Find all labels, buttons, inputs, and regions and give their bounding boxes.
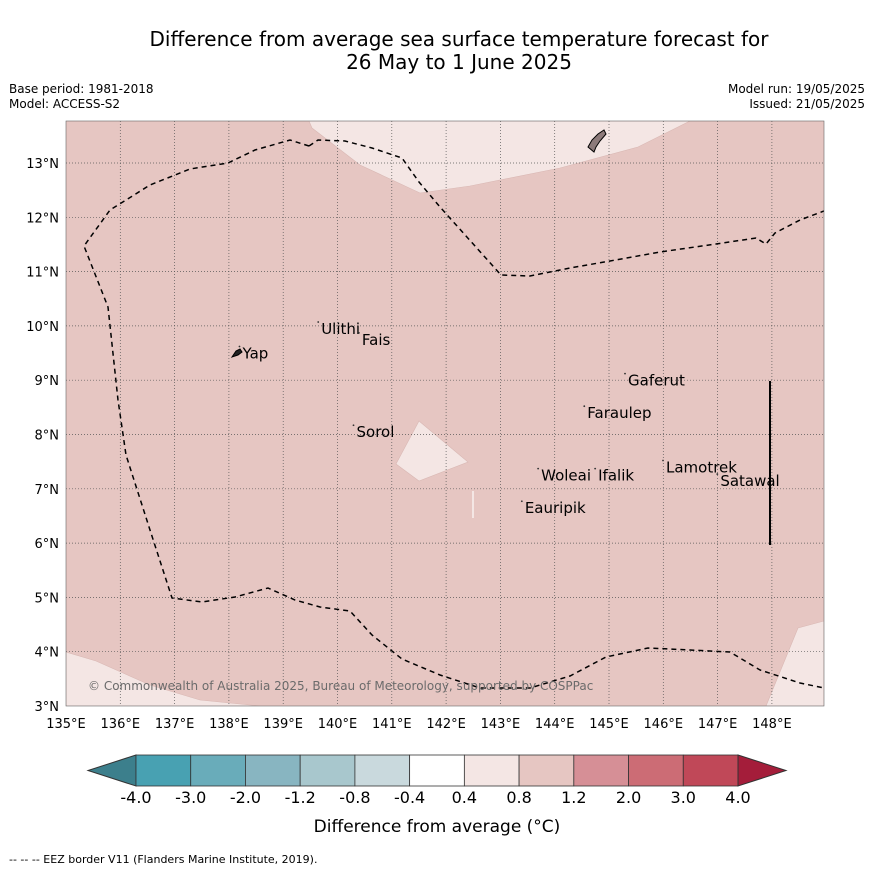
- place-marker: [624, 372, 626, 375]
- eez-footnote: -- -- -- EEZ border V11 (Flanders Marine…: [9, 853, 318, 866]
- lon-tick-label: 146°E: [644, 717, 684, 732]
- lat-tick-label: 6°N: [35, 537, 60, 552]
- place-label: Woleai: [541, 467, 591, 485]
- colorbar-tick-label: -3.0: [175, 788, 206, 807]
- lat-tick-label: 3°N: [35, 700, 60, 715]
- model-name: Model: ACCESS-S2: [9, 97, 121, 111]
- colorbar-tick-label: -0.4: [394, 788, 425, 807]
- lon-tick-label: 145°E: [589, 717, 629, 732]
- lat-tick-label: 7°N: [35, 483, 60, 498]
- anomaly-field-0.8-1.2: [66, 121, 824, 706]
- colorbar-segment: [573, 754, 629, 787]
- colorbar-extend-high: [737, 754, 788, 787]
- lat-tick-label: 10°N: [26, 320, 59, 335]
- colorbar-tick-label: -1.2: [285, 788, 316, 807]
- lon-tick-label: 137°E: [155, 717, 195, 732]
- place-label: Ifalik: [598, 467, 634, 485]
- colorbar-segment: [409, 754, 465, 787]
- place-marker: [317, 321, 320, 323]
- colorbar-extend-low: [86, 754, 137, 787]
- colorbar-label: Difference from average (°C): [314, 817, 561, 837]
- colorbar-tick-label: 4.0: [725, 788, 750, 807]
- meta-left: Base period: 1981-2018 Model: ACCESS-S2: [9, 82, 154, 112]
- anomaly-field-0.4-0.8-patch: [395, 420, 469, 482]
- gridlines: [66, 121, 824, 706]
- colorbar-segment: [463, 754, 520, 787]
- place-marker: [352, 424, 355, 427]
- lat-tick-label: 13°N: [26, 157, 59, 172]
- lon-tick-label: 141°E: [372, 717, 412, 732]
- lon-tick-label: 135°E: [46, 717, 86, 732]
- base-period: Base period: 1981-2018: [9, 82, 154, 96]
- place-label: Lamotrek: [666, 459, 737, 477]
- colorbar-segment: [299, 754, 356, 787]
- place-marker: [238, 345, 241, 348]
- place-marker: [520, 500, 523, 503]
- colorbar-tick-label: -2.0: [230, 788, 261, 807]
- lat-tick-label: 8°N: [35, 429, 60, 444]
- colorbar-tick-label: 0.4: [452, 788, 477, 807]
- place-marker: [662, 459, 664, 462]
- lon-tick-label: 142°E: [426, 717, 466, 732]
- anomaly-field-0.4-0.8-sliver: [472, 491, 474, 518]
- lon-tick-label: 140°E: [318, 717, 358, 732]
- place-label: Sorol: [357, 423, 395, 441]
- copyright-text: © Commonwealth of Australia 2025, Bureau…: [88, 679, 593, 693]
- lon-tick-label: 136°E: [101, 717, 141, 732]
- guam-island: [587, 129, 607, 153]
- lon-tick-label: 143°E: [481, 717, 521, 732]
- yap-island: [230, 348, 243, 358]
- colorbar-segment: [354, 754, 411, 787]
- colorbar: -4.0 -3.0 -2.0 -1.2 -0.8 -0.4 0.4 0.8 1.2 2.0 3.0 4…: [86, 754, 788, 807]
- eez-border-south: [83, 139, 824, 689]
- map-frame: [65, 120, 825, 707]
- lon-tick-label: 144°E: [535, 717, 575, 732]
- map-title: Difference from average sea surface temp…: [0, 28, 873, 74]
- place-label: Fais: [362, 331, 391, 349]
- model-run: Model run: 19/05/2025: [727, 82, 865, 96]
- lat-tick-label: 11°N: [26, 266, 59, 281]
- lat-tick-label: 5°N: [35, 591, 60, 606]
- place-label: Ulithi: [321, 320, 360, 338]
- place-marker: [583, 405, 586, 408]
- colorbar-segment: [682, 754, 739, 787]
- title-line-1: Difference from average sea surface temp…: [149, 27, 769, 51]
- place-marker: [594, 467, 597, 470]
- place-label: Yap: [241, 344, 268, 362]
- issued-date: Issued: 21/05/2025: [749, 97, 865, 111]
- place-marker: [537, 467, 540, 470]
- colorbar-tick-label: 2.0: [616, 788, 641, 807]
- colorbar-tick-label: -4.0: [120, 788, 151, 807]
- lon-tick-label: 138°E: [209, 717, 249, 732]
- title-line-2: 26 May to 1 June 2025: [346, 50, 572, 74]
- axis-tick-labels: 135°E 136°E 137°E 138°E 139°E 140°E 141°E 142°E…: [26, 157, 791, 732]
- colorbar-segment: [245, 754, 301, 787]
- eez-border-north: [308, 139, 824, 277]
- colorbar-segment: [628, 754, 684, 787]
- meta-right: Model run: 19/05/2025 Issued: 21/05/2025: [728, 82, 865, 112]
- place-label: Faraulep: [587, 404, 651, 422]
- place-marker: [358, 332, 360, 334]
- colorbar-segment: [190, 754, 246, 787]
- lat-tick-label: 4°N: [35, 646, 60, 661]
- colorbar-tick-label: 0.8: [506, 788, 531, 807]
- lon-tick-label: 148°E: [752, 717, 792, 732]
- anomaly-field-0.4-0.8-southwest: [66, 651, 261, 706]
- lat-tick-label: 12°N: [26, 211, 59, 226]
- place-label: Satawal: [720, 472, 779, 490]
- lon-tick-label: 147°E: [698, 717, 738, 732]
- place-marker: [716, 473, 719, 475]
- colorbar-tick-label: 3.0: [671, 788, 696, 807]
- colorbar-segment: [135, 754, 192, 787]
- lat-tick-label: 9°N: [35, 374, 60, 389]
- place-label: Eauripik: [525, 499, 586, 517]
- place-label: Gaferut: [628, 372, 685, 390]
- lon-tick-label: 139°E: [263, 717, 303, 732]
- colorbar-segment: [518, 754, 575, 787]
- colorbar-tick-label: -0.8: [339, 788, 370, 807]
- colorbar-tick-label: 1.2: [561, 788, 586, 807]
